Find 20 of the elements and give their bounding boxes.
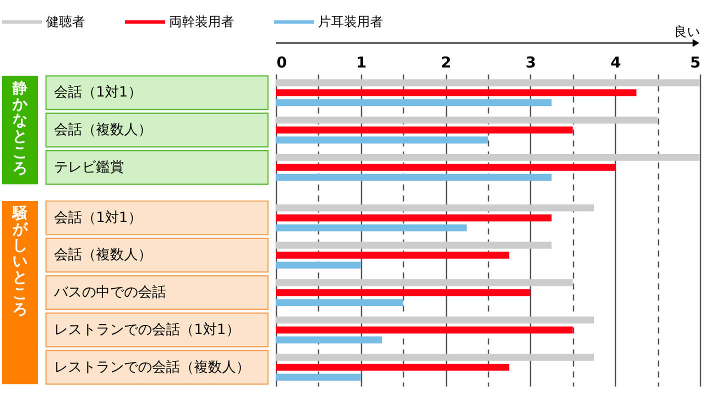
- x-tick-label: 4: [610, 54, 621, 72]
- legend-label: 健聴者: [46, 15, 85, 30]
- y-tick-label: 会話（複数人）: [54, 247, 152, 264]
- legend-label: 片耳装用者: [318, 15, 383, 30]
- text: 静かなところ: [12, 78, 28, 177]
- text: 良い: [674, 25, 700, 40]
- x-tick-label: 2: [440, 54, 452, 72]
- y-tick-label: レストランでの会話（1対1）: [54, 322, 240, 338]
- x-tick-label: 5: [690, 54, 700, 72]
- y-tick-label: 会話（複数人）: [54, 122, 152, 138]
- legend-label: 両幹装用者: [169, 15, 234, 30]
- x-tick-label: 0: [276, 54, 287, 72]
- y-tick-label: バスの中での会話: [53, 284, 166, 301]
- x-tick-label: 1: [356, 54, 367, 72]
- y-tick-label: テレビ鑑賞: [54, 159, 124, 176]
- x-tick-label: 3: [526, 54, 536, 72]
- text: 騒がしいところ: [12, 204, 28, 318]
- y-tick-label: 会話（1対1）: [54, 84, 142, 101]
- y-tick-label: レストランでの会話（複数人）: [54, 359, 250, 376]
- y-tick-label: 会話（1対1）: [54, 210, 142, 226]
